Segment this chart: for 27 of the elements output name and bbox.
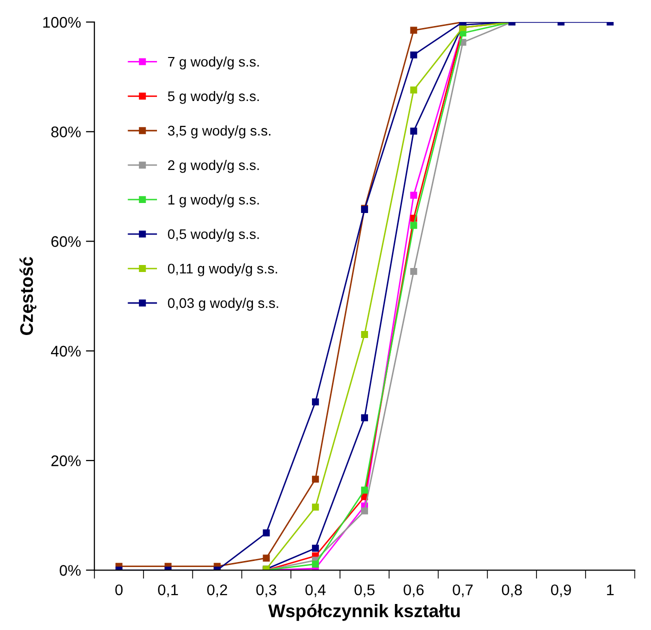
legend-label: 5 g wody/g s.s. [168, 90, 259, 104]
legend-label: 2 g wody/g s.s. [168, 160, 259, 173]
x-tick-label: 1 [607, 584, 614, 596]
x-tick-label: 0,2 [207, 584, 228, 598]
legend-label: 3,5 g wody/g s.s. [168, 125, 270, 138]
x-tick-label: 0,8 [502, 584, 522, 598]
y-tick-label: 40% [50, 346, 81, 357]
legend-label: 1 g wody/g s.s. [168, 194, 259, 208]
y-tick-label: 20% [51, 455, 81, 466]
y-axis-title: Częstość [20, 256, 36, 335]
x-tick-label: 0,1 [158, 584, 178, 598]
legend-label: 0,5 wody/g s.s. [168, 228, 259, 242]
x-tick-label: 0,3 [256, 584, 276, 598]
y-tick-label: 80% [51, 126, 81, 138]
x-tick-label: 0,5 [354, 584, 375, 598]
legend-label: 0,03 g wody/g s.s. [168, 298, 278, 311]
y-tick-label: 100% [43, 16, 81, 28]
x-tick-label: 0,9 [551, 584, 571, 598]
x-tick-label: 0 [115, 584, 123, 596]
x-tick-label: 0,7 [452, 584, 473, 598]
legend-label: 7 g wody/g s.s. [168, 56, 259, 70]
x-axis-title: Współczynnik kształtu [268, 604, 460, 621]
y-tick-label: 60% [51, 236, 81, 247]
legend-label: 0,11 g wody/g s.s. [168, 263, 278, 276]
x-tick-label: 0,4 [305, 584, 326, 598]
x-tick-label: 0,6 [404, 584, 424, 598]
y-tick-label: 0% [60, 565, 81, 576]
